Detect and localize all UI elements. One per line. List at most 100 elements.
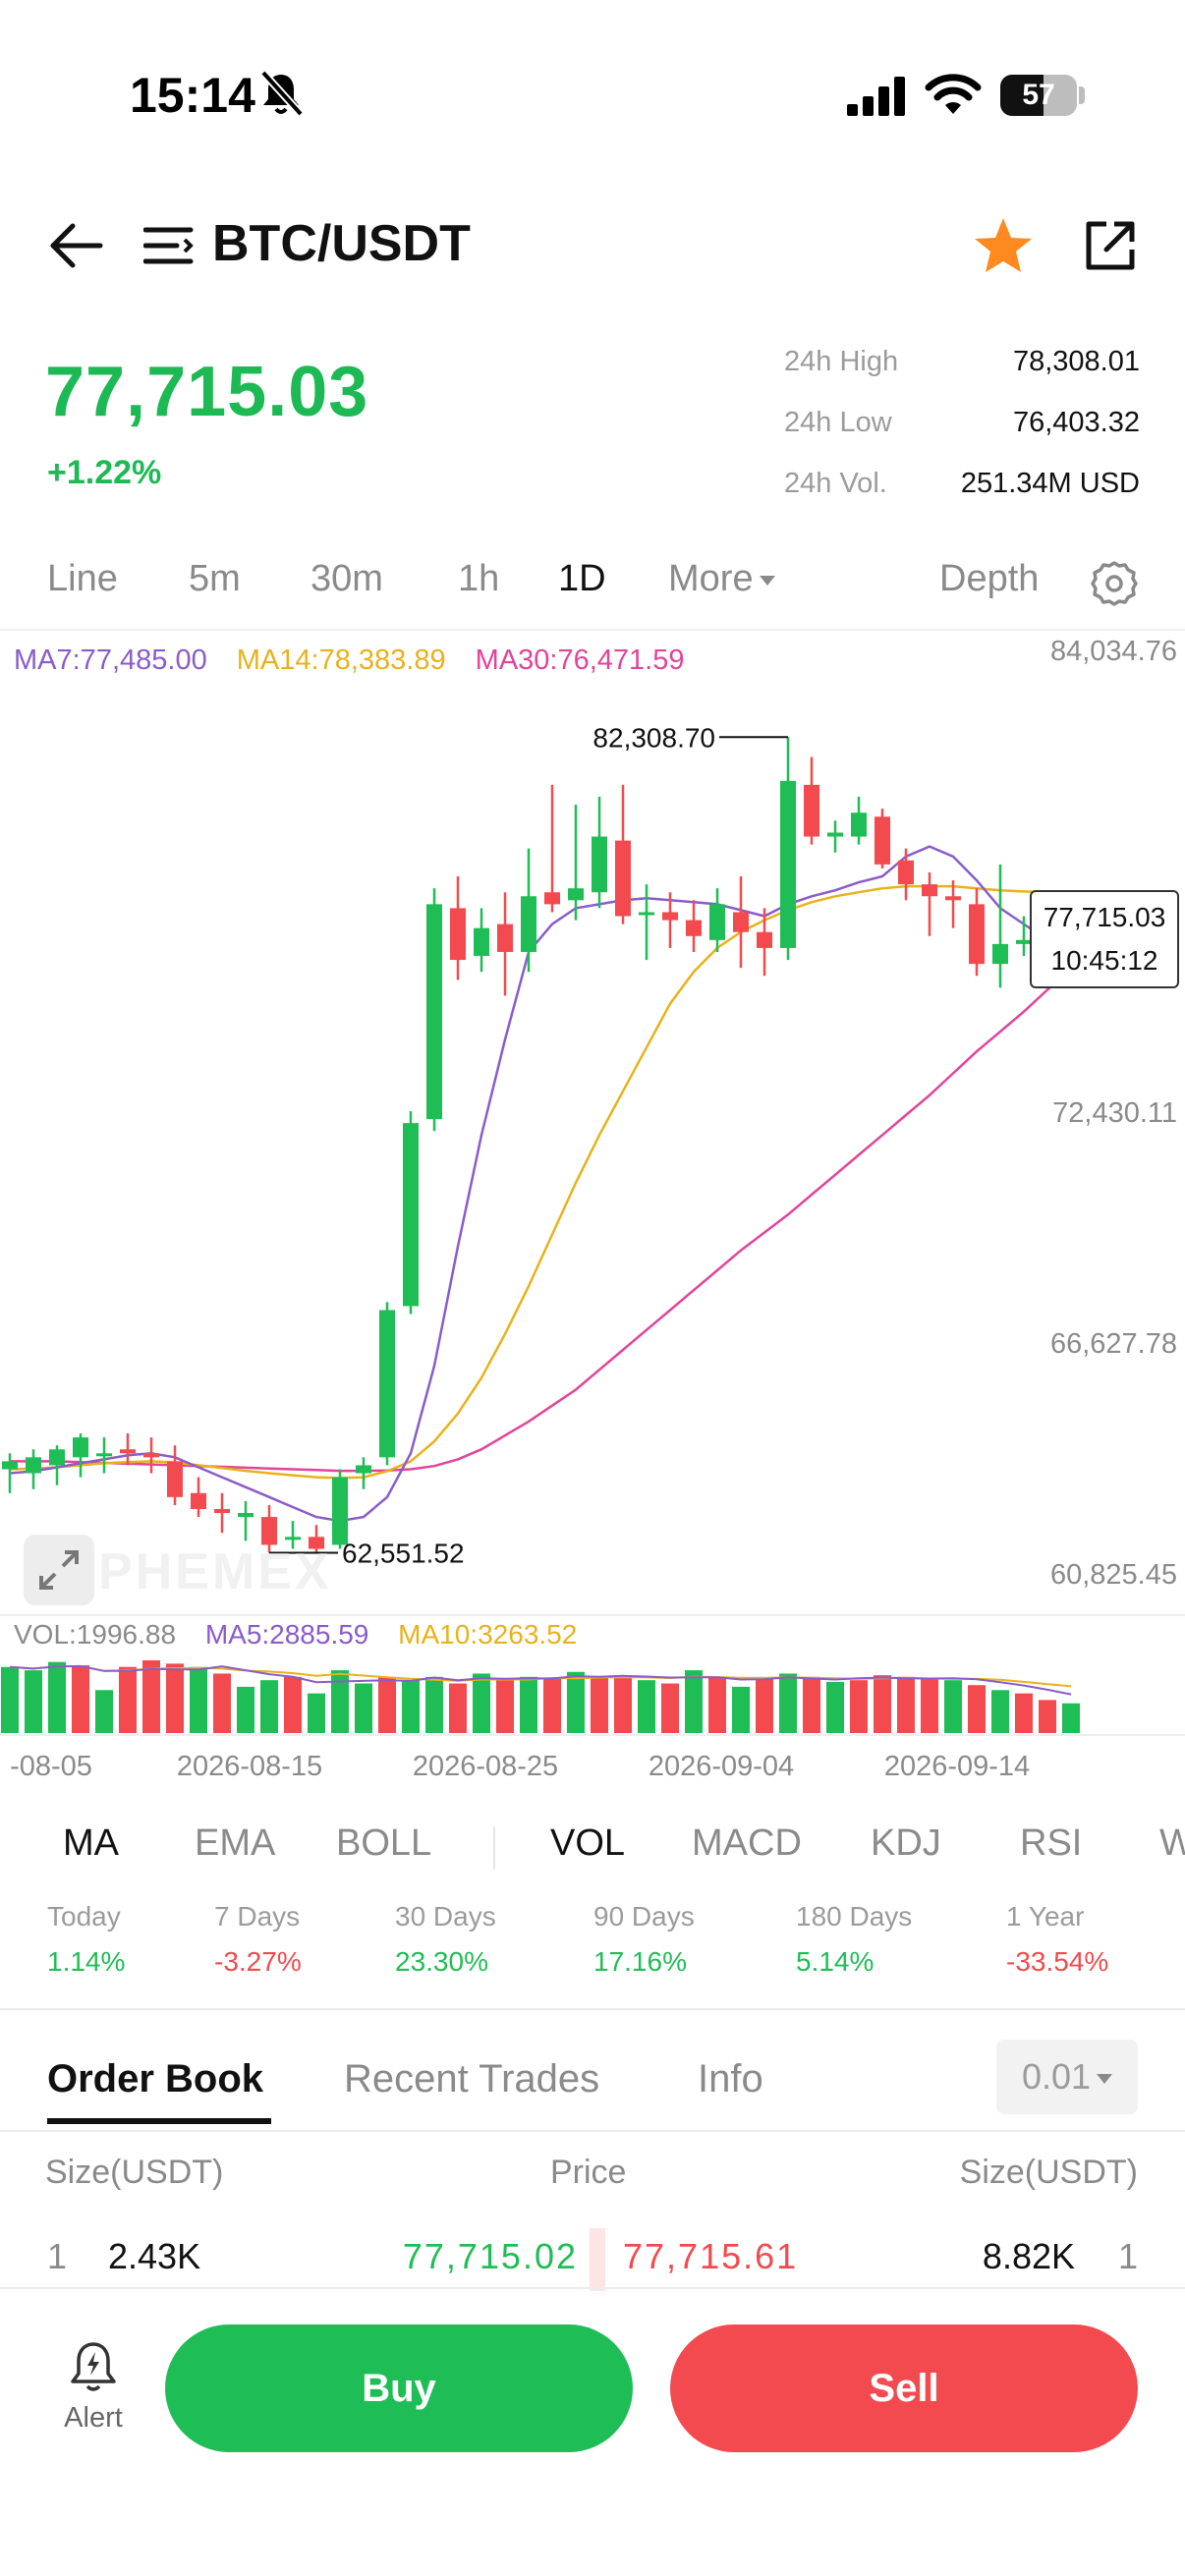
alert-button[interactable]: Alert [49,2338,138,2446]
tab-line[interactable]: Line [47,558,118,599]
star-icon[interactable] [973,216,1034,275]
volume-bar [237,1686,254,1733]
volume-bar [1039,1700,1056,1733]
y-axis-label: 60,825.45 [1050,1559,1177,1591]
stat-value: 78,308.01 [1012,346,1140,377]
gear-icon[interactable] [1091,560,1138,607]
candle [49,1449,65,1466]
stat-value: 251.34M USD [960,468,1140,499]
precision-select[interactable]: 0.01 [996,2040,1138,2114]
battery-level: 57 [1022,79,1055,111]
perf-label: Today [47,1901,121,1932]
stat-24h-low: 24h Low 76,403.32 [784,401,1140,462]
candle [804,784,819,837]
row-index: 1 [1117,2236,1138,2276]
orderbook-tabs: Order Book Recent Trades Info 0.01 [0,2040,1185,2128]
candlestick-chart[interactable]: 84,034.76 72,430.11 66,627.78 60,825.45 82,3… [0,629,1185,1749]
candle [757,931,772,948]
volume-bar [591,1676,608,1733]
candle [73,1437,88,1458]
wifi-icon [925,74,982,114]
date-tick: -08-05 [10,1751,92,1782]
y-axis-label: 84,034.76 [1050,636,1177,667]
tab-depth[interactable]: Depth [939,558,1040,599]
price-change: +1.22% [47,454,162,491]
tab-1d[interactable]: 1D [558,558,606,599]
perf-label: 7 Days [214,1901,301,1932]
bell-slash-icon [260,70,304,117]
header-price: Price [550,2154,627,2191]
precision-value: 0.01 [1021,2056,1092,2097]
date-tick: 2026-08-25 [412,1751,559,1782]
tab-more-label: More [668,558,754,599]
tab-ma[interactable]: MA [63,1822,119,1864]
perf-label: 90 Days [593,1901,695,1932]
tab-order-book[interactable]: Order Book [47,2057,264,2100]
tab-1h[interactable]: 1h [458,558,500,599]
battery-icon: 57 [1000,75,1077,116]
menu-icon[interactable] [143,222,198,269]
caret-down-icon [1097,2074,1113,2085]
header: BTC/USDT [0,196,1185,295]
orderbook-header: Size(USDT) Price Size(USDT) [0,2154,1185,2197]
stat-label: 24h Vol. [784,468,887,499]
vol-ma5-label: MA5:2885.59 [204,1619,369,1650]
volume-bar [661,1683,679,1733]
ma14-label: MA14:78,383.89 [236,644,446,676]
tab-wr[interactable]: W [1159,1822,1185,1864]
candle [403,1123,419,1307]
volume-bar [449,1683,467,1733]
tab-ema[interactable]: EMA [195,1822,276,1864]
candle [521,896,536,952]
stats-panel: 24h High 78,308.01 24h Low 76,403.32 24h… [784,340,1140,523]
candle [875,816,890,865]
status-bar: 15:14 57 [0,0,1185,187]
candle-countdown: 10:45:12 [1050,945,1158,976]
volume-bar [142,1660,160,1733]
volume-bar [25,1670,42,1733]
candle [238,1513,254,1518]
expand-chart-button[interactable] [24,1535,94,1605]
volume-bar [708,1676,726,1733]
tab-30m[interactable]: 30m [310,558,383,599]
perf-label: 1 Year [1006,1901,1085,1932]
status-time: 15:14 [130,68,255,123]
stat-value: 76,403.32 [1012,407,1140,438]
tab-info[interactable]: Info [698,2057,763,2100]
candle [96,1453,112,1457]
pair-title[interactable]: BTC/USDT [212,215,471,272]
volume-bar [1062,1703,1080,1733]
tab-5m[interactable]: 5m [189,558,241,599]
candle [615,840,631,917]
buy-button[interactable]: Buy [165,2324,633,2452]
tab-recent-trades[interactable]: Recent Trades [344,2057,600,2100]
back-arrow-icon[interactable] [47,218,106,273]
candle [191,1492,206,1509]
sell-button[interactable]: Sell [670,2324,1138,2452]
candle [592,836,607,893]
tab-vol[interactable]: VOL [550,1822,626,1864]
perf-value: 5.14% [796,1946,875,1977]
ma7-line [9,845,1072,1523]
date-tick: 2026-08-15 [176,1751,323,1782]
tab-kdj[interactable]: KDJ [871,1822,941,1864]
divider [0,2130,1185,2132]
tab-more[interactable]: More [668,558,775,600]
battery-fill [1000,75,1044,116]
candle [120,1449,136,1454]
perf-value: 1.14% [47,1946,126,1977]
tab-macd[interactable]: MACD [692,1822,802,1864]
perf-1-year: 1 Year -33.54% [1006,1901,1108,1978]
candle [969,904,985,965]
expand-icon [39,1550,79,1590]
share-icon[interactable] [1083,218,1138,273]
tab-rsi[interactable]: RSI [1020,1822,1083,1864]
volume-bar [520,1676,537,1733]
orderbook-row[interactable]: 1 2.43K 77,715.02 77,715.61 8.82K 1 [0,2228,1185,2291]
candle [214,1508,230,1514]
depth-bar [590,2228,605,2291]
candle [827,832,843,837]
tab-boll[interactable]: BOLL [336,1822,432,1864]
bid-size: 2.43K [108,2236,201,2276]
vol-ma5-line [9,1664,1072,1696]
